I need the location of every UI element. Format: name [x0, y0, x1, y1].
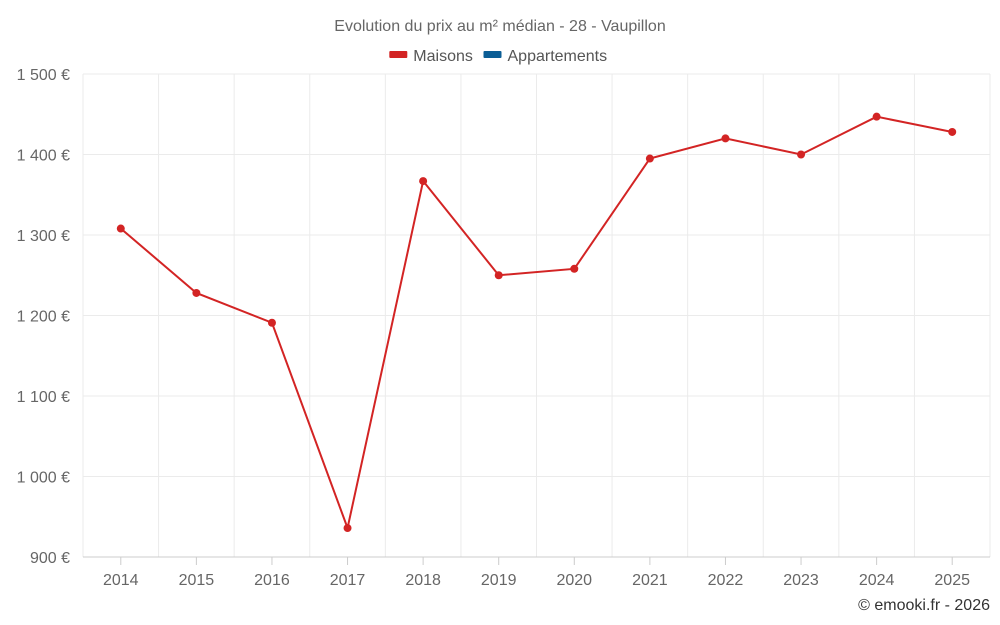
data-point[interactable] — [570, 264, 579, 273]
y-tick-label: 1 200 € — [17, 309, 70, 326]
y-tick-label: 1 300 € — [17, 228, 70, 245]
chart-title: Evolution du prix au m² médian - 28 - Va… — [334, 18, 665, 35]
data-point[interactable] — [267, 318, 276, 327]
x-tick-label: 2021 — [632, 572, 668, 589]
credit-text: © emooki.fr - 2026 — [858, 597, 990, 614]
grid — [82, 73, 991, 558]
data-point[interactable] — [419, 177, 428, 186]
legend-label: Maisons — [413, 48, 473, 65]
data-point[interactable] — [116, 224, 125, 233]
legend-swatch — [483, 51, 502, 58]
data-point[interactable] — [948, 127, 957, 136]
x-tick-label: 2024 — [859, 572, 895, 589]
data-point[interactable] — [872, 112, 881, 121]
y-axis: 900 € 1 000 € 1 100 € 1 200 € 1 300 € 1 400 €… — [17, 67, 70, 567]
x-tick-label: 2019 — [481, 572, 517, 589]
legend: Maisons Appartements — [389, 48, 607, 65]
legend-item-appartements[interactable]: Appartements — [483, 48, 608, 65]
data-point[interactable] — [645, 154, 654, 163]
y-tick-label: 1 500 € — [17, 67, 70, 84]
x-tick-label: 2017 — [330, 572, 366, 589]
legend-label: Appartements — [508, 48, 608, 65]
y-tick-label: 900 € — [30, 550, 70, 567]
series-layer — [116, 112, 957, 533]
x-tick-label: 2025 — [934, 572, 970, 589]
data-point[interactable] — [494, 271, 503, 280]
x-tick-label: 2023 — [783, 572, 819, 589]
x-tick-label: 2016 — [254, 572, 290, 589]
x-tick-label: 2014 — [103, 572, 139, 589]
y-tick-label: 1 400 € — [17, 148, 70, 165]
series-line-maisons — [120, 115, 953, 532]
legend-swatch — [389, 51, 408, 58]
x-tick-label: 2015 — [179, 572, 215, 589]
data-point[interactable] — [343, 524, 352, 533]
data-point[interactable] — [192, 288, 201, 297]
data-point[interactable] — [721, 134, 730, 143]
x-tick-label: 2018 — [405, 572, 441, 589]
data-point[interactable] — [797, 150, 806, 159]
y-tick-label: 1 000 € — [17, 470, 70, 487]
x-tick-label: 2022 — [708, 572, 744, 589]
y-tick-label: 1 100 € — [17, 389, 70, 406]
x-tick-label: 2020 — [556, 572, 592, 589]
legend-item-maisons[interactable]: Maisons — [389, 48, 473, 65]
x-axis: 2014 2015 2016 2017 2018 2019 2020 2021 2022 2023… — [103, 557, 970, 589]
